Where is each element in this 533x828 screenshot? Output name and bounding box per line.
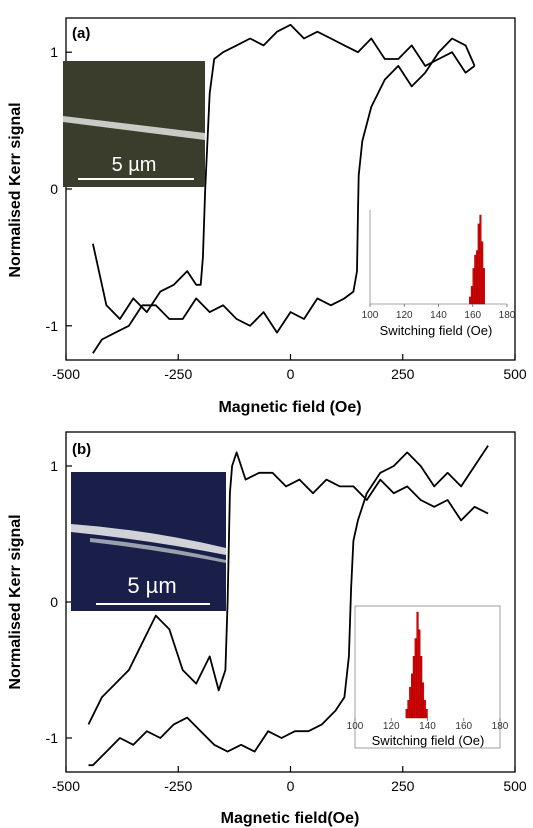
panel-a-histogram-bar — [469, 296, 472, 305]
panel-b-scale-label: 5 µm — [127, 573, 176, 598]
panel-a-y-tick-label: -1 — [46, 318, 59, 334]
panel-b-histogram-tick-label: 120 — [383, 721, 400, 732]
panel-b-histogram-bar — [414, 638, 417, 719]
panel-b-x-tick-label: 250 — [391, 778, 415, 794]
panel-a-y-tick-label: 1 — [50, 44, 58, 60]
panel-a-branch-down — [92, 37, 476, 354]
panel-b-histogram-bar — [425, 708, 428, 719]
panel-b-histogram-x-title: Switching field (Oe) — [372, 733, 485, 748]
panel-a-x-tick-label: 250 — [391, 366, 415, 382]
panel-b-histogram-bar — [416, 611, 419, 719]
panel-a-x-tick-label: -500 — [52, 366, 80, 382]
panel-b-x-axis-title: Magnetic field(Oe) — [221, 810, 360, 827]
panel-a-histogram-bar — [470, 286, 473, 305]
panel-a-histogram-tick-label: 120 — [396, 310, 413, 321]
panel-b-histogram-bar — [421, 682, 425, 719]
panel-a-histogram-x-title: Switching field (Oe) — [380, 323, 493, 338]
panel-a-nanowire — [63, 116, 205, 140]
panel-b-y-axis-title: Normalised Kerr signal — [7, 514, 24, 689]
panel-a-x-tick-label: 0 — [287, 366, 295, 382]
panel-b-branch-up — [87, 451, 489, 725]
panel-b-nanowire — [71, 524, 226, 555]
panel-a-histogram-bar — [475, 250, 479, 305]
panel-a: -500 -250 0 250 500 -1 0 1 (a) Magnetic field (… — [7, 17, 527, 416]
panel-a-histogram-bar — [477, 223, 480, 305]
panel-b-histogram-bar — [418, 629, 421, 719]
panel-a-histogram-inset: 100 120 140 160 180 Switching field (Oe) — [362, 210, 516, 338]
panel-a-label: (a) — [72, 25, 90, 42]
panel-b-ticks: -500 -250 0 250 500 -1 0 1 — [46, 458, 527, 794]
panel-b-hysteresis-loop — [87, 445, 489, 767]
panel-a-histogram-tick-label: 160 — [464, 310, 481, 321]
panel-b-y-tick-label: 0 — [50, 594, 58, 610]
panel-a-x-tick-label: -250 — [164, 366, 192, 382]
panel-a-x-axis-title: Magnetic field (Oe) — [218, 399, 361, 416]
panel-b-branch-down — [88, 445, 489, 767]
panel-a-branch-up — [92, 23, 476, 320]
panel-b-histogram-bar — [409, 686, 412, 719]
panel-a-x-tick-label: 500 — [503, 366, 527, 382]
panel-a-histogram-bar — [474, 254, 477, 305]
panel-a-histogram-ticks: 100 120 140 160 180 — [362, 304, 516, 321]
panel-b-x-tick-label: 500 — [503, 778, 527, 794]
panel-b-histogram-bars — [405, 611, 428, 719]
panel-b-histogram-tick-label: 160 — [455, 721, 472, 732]
panel-b-x-tick-label: 0 — [287, 778, 295, 794]
panel-b-histogram-bar — [407, 700, 410, 719]
panel-b-histogram-bar — [412, 655, 416, 719]
panel-a-y-axis-title: Normalised Kerr signal — [7, 102, 24, 277]
panel-a-histogram-bar — [479, 214, 482, 305]
panel-a-ticks: -500 -250 0 250 500 -1 0 1 — [46, 44, 527, 382]
panel-b-label: (b) — [72, 441, 91, 458]
panel-b-histogram-bar — [410, 673, 414, 719]
panel-a-histogram-bar — [472, 268, 475, 305]
panel-b-plot-frame — [65, 431, 516, 773]
panel-b-histogram-bar — [420, 655, 423, 719]
panel-b-histogram-tick-label: 100 — [347, 721, 364, 732]
panel-b-x-tick-label: -500 — [52, 778, 80, 794]
panel-a-histogram-tick-label: 140 — [430, 310, 447, 321]
panel-b-histogram-bar — [423, 700, 426, 719]
panel-b-sem-inset: 5 µm — [71, 472, 226, 611]
panel-b-histogram-tick-label: 180 — [492, 721, 509, 732]
panel-b-x-tick-label: -250 — [164, 778, 192, 794]
panel-a-hysteresis-loop — [92, 23, 476, 354]
panel-b-y-tick-label: 1 — [50, 458, 58, 474]
panel-a-plot-frame — [65, 17, 516, 361]
panel-a-histogram-tick-label: 100 — [362, 310, 379, 321]
panel-b-histogram-inset: 100 120 140 160 180 Switching field (Oe) — [347, 605, 509, 749]
panel-b-histogram-frame — [354, 605, 501, 749]
panel-b-histogram-bar — [405, 708, 408, 719]
panel-b-histogram-ticks: 100 120 140 160 180 — [347, 718, 509, 732]
panel-a-histogram-tick-label: 180 — [499, 310, 516, 321]
panel-a-histogram-bars — [469, 214, 485, 305]
panel-a-scale-label: 5 µm — [112, 154, 157, 176]
panel-a-histogram-bar — [481, 241, 484, 305]
panel-b-histogram-tick-label: 140 — [419, 721, 436, 732]
panel-b-nanowire-secondary — [90, 538, 226, 563]
panel-b: -500 -250 0 250 500 -1 0 1 (b) Magnetic field(O… — [7, 431, 527, 827]
panel-b-y-tick-label: -1 — [46, 730, 59, 746]
panel-a-y-tick-label: 0 — [50, 181, 58, 197]
panel-a-sem-inset: 5 µm — [63, 61, 205, 187]
panel-a-histogram-bar — [482, 268, 485, 305]
